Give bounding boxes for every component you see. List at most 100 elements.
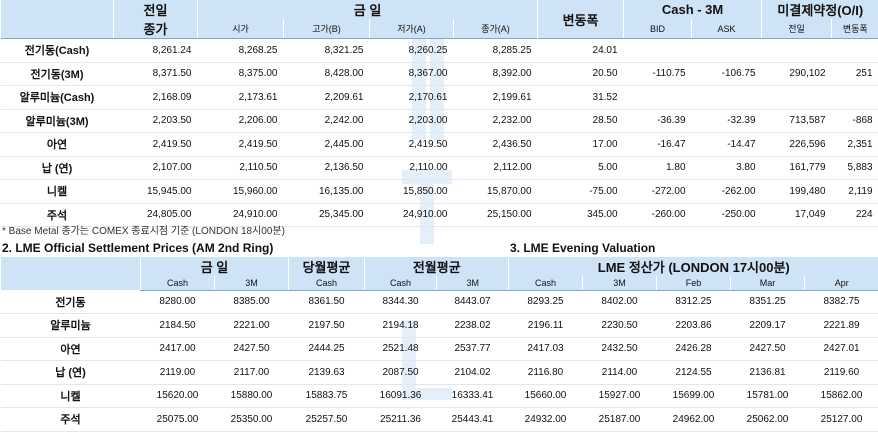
mar-value: 2427.50 (731, 337, 805, 361)
header-3m: 3M (215, 276, 289, 290)
apr-value: 2427.01 (805, 337, 878, 361)
cash-value: 8280.00 (141, 290, 215, 314)
apr-value: 15862.00 (805, 384, 878, 408)
prev-close: 2,107.00 (114, 156, 198, 180)
ask-value: -106.75 (692, 62, 762, 86)
header-change: 변동폭 (538, 0, 624, 39)
low-price: 2,170.61 (370, 86, 454, 110)
m3-value: 15880.00 (215, 384, 289, 408)
mar-value: 2209.17 (731, 314, 805, 338)
ask-value: -32.39 (692, 109, 762, 133)
section-title-settlement: 2. LME Official Settlement Prices (AM 2n… (2, 241, 273, 255)
close-price: 8,392.00 (454, 62, 538, 86)
prev-close: 2,203.50 (114, 109, 198, 133)
metal-name: 알루미늄 (1, 314, 141, 338)
high-price: 2,445.00 (284, 133, 370, 157)
prev-close: 2,168.09 (114, 86, 198, 110)
high-price: 2,136.50 (284, 156, 370, 180)
m3-value: 2432.50 (583, 337, 657, 361)
cash-value: 2196.11 (509, 314, 583, 338)
month-avg-cash: 2139.63 (289, 361, 365, 385)
bid-value: 1.80 (624, 156, 692, 180)
metal-name: 전기동(Cash) (1, 39, 114, 63)
m3-value: 2114.00 (583, 361, 657, 385)
low-price: 24,910.00 (370, 203, 454, 227)
oi-change-value (832, 86, 878, 110)
header-apr: Apr (805, 276, 878, 290)
daily-prices-table: 전일 금 일 변동폭 Cash - 3M 미결제약정(O/I) 종가 시가 고가… (0, 0, 878, 227)
prev-month-avg-cash: 2194.18 (365, 314, 437, 338)
cash-value: 25075.00 (141, 408, 215, 432)
header-today: 금 일 (198, 0, 538, 19)
header-prev-top: 전일 (114, 0, 198, 19)
header-ask: ASK (692, 19, 762, 39)
close-price: 8,285.25 (454, 39, 538, 63)
open-price: 15,960.00 (198, 180, 284, 204)
oi-value: 713,587 (762, 109, 832, 133)
ask-value (692, 86, 762, 110)
month-avg-cash: 15883.75 (289, 384, 365, 408)
cash-value: 24932.00 (509, 408, 583, 432)
mar-value: 25062.00 (731, 408, 805, 432)
feb-value: 15699.00 (657, 384, 731, 408)
header-cash: Cash (365, 276, 437, 290)
oi-change-value: 2,119 (832, 180, 878, 204)
mar-value: 2136.81 (731, 361, 805, 385)
mar-value: 8351.25 (731, 290, 805, 314)
oi-value: 17,049 (762, 203, 832, 227)
oi-change-value: -868 (832, 109, 878, 133)
m3-value: 25187.00 (583, 408, 657, 432)
metal-name: 전기동(3M) (1, 62, 114, 86)
cash-value: 8293.25 (509, 290, 583, 314)
high-price: 2,242.00 (284, 109, 370, 133)
ask-value: -250.00 (692, 203, 762, 227)
change-value: 31.52 (538, 86, 624, 110)
open-price: 2,173.61 (198, 86, 284, 110)
change-value: 17.00 (538, 133, 624, 157)
oi-change-value: 5,883 (832, 156, 878, 180)
feb-value: 8312.25 (657, 290, 731, 314)
apr-value: 2119.60 (805, 361, 878, 385)
metal-name: 니켈 (1, 384, 141, 408)
metal-name: 납 (연) (1, 361, 141, 385)
prev-month-avg-cash: 8344.30 (365, 290, 437, 314)
oi-value: 161,779 (762, 156, 832, 180)
header-feb: Feb (657, 276, 731, 290)
metal-name: 주석 (1, 408, 141, 432)
close-price: 2,112.00 (454, 156, 538, 180)
header-mar: Mar (731, 276, 805, 290)
prev-month-avg-cash: 25211.36 (365, 408, 437, 432)
bid-value (624, 86, 692, 110)
prev-month-avg-cash: 2087.50 (365, 361, 437, 385)
evening-valuation-table: LME 정산가 (LONDON 17시00분) Cash 3M Feb Mar … (508, 257, 878, 432)
section-title-evening: 3. LME Evening Valuation (510, 241, 655, 255)
prev-month-avg-3m: 2537.77 (437, 337, 509, 361)
header-cash: Cash (289, 276, 365, 290)
close-price: 25,150.00 (454, 203, 538, 227)
month-avg-cash: 8361.50 (289, 290, 365, 314)
m3-value: 25350.00 (215, 408, 289, 432)
bid-value: -272.00 (624, 180, 692, 204)
month-avg-cash: 2197.50 (289, 314, 365, 338)
m3-value: 15927.00 (583, 384, 657, 408)
change-value: 28.50 (538, 109, 624, 133)
cash-value: 2116.80 (509, 361, 583, 385)
header-evening-title: LME 정산가 (LONDON 17시00분) (509, 257, 878, 276)
oi-value: 226,596 (762, 133, 832, 157)
oi-change-value: 224 (832, 203, 878, 227)
close-price: 2,232.00 (454, 109, 538, 133)
cash-value: 2417.00 (141, 337, 215, 361)
header-blank (1, 257, 141, 290)
bid-value: -36.39 (624, 109, 692, 133)
header-blank (1, 0, 114, 39)
oi-change-value: 2,351 (832, 133, 878, 157)
open-price: 2,110.50 (198, 156, 284, 180)
